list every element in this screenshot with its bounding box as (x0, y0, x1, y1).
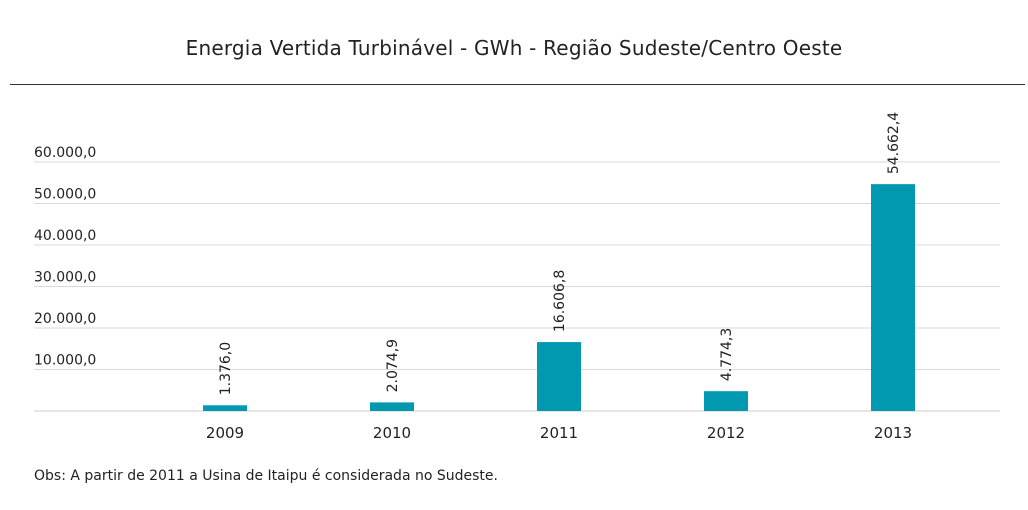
x-tick-label: 2013 (874, 424, 912, 442)
data-label: 16.606,8 (552, 270, 568, 332)
bar-chart: 10.000,0 20.000,0 30.000,0 40.000,0 50.000,0… (34, 112, 1000, 442)
y-axis-tick-labels: 10.000,0 20.000,0 30.000,0 40.000,0 50.000,0… (34, 145, 96, 369)
x-tick-label: 2010 (373, 424, 411, 442)
title-divider (10, 84, 1025, 85)
chart-title: Energia Vertida Turbinável - GWh - Regiã… (185, 36, 843, 60)
data-labels: 1.376,0 2.074,9 16.606,8 4.774,3 54.662,4 (218, 112, 902, 396)
y-tick-label: 60.000,0 (34, 145, 96, 161)
x-axis-tick-labels: 2009 2010 2011 2012 2013 (206, 424, 912, 442)
data-label: 4.774,3 (719, 328, 735, 381)
bar-2009 (203, 405, 247, 411)
y-tick-label: 20.000,0 (34, 311, 96, 327)
bars (203, 184, 915, 411)
bar-2010 (370, 402, 414, 411)
x-tick-label: 2011 (540, 424, 578, 442)
bar-2013 (871, 184, 915, 411)
data-label: 54.662,4 (886, 112, 902, 174)
x-tick-label: 2012 (707, 424, 745, 442)
data-label: 1.376,0 (218, 342, 234, 395)
y-tick-label: 40.000,0 (34, 228, 96, 244)
gridlines (34, 161, 1000, 370)
y-tick-label: 50.000,0 (34, 187, 96, 203)
y-tick-label: 30.000,0 (34, 270, 96, 286)
bar-2011 (537, 342, 581, 411)
data-label: 2.074,9 (385, 339, 401, 392)
x-tick-label: 2009 (206, 424, 244, 442)
bar-2012 (704, 391, 748, 411)
footnote: Obs: A partir de 2011 a Usina de Itaipu … (34, 468, 498, 484)
y-tick-label: 10.000,0 (34, 353, 96, 369)
